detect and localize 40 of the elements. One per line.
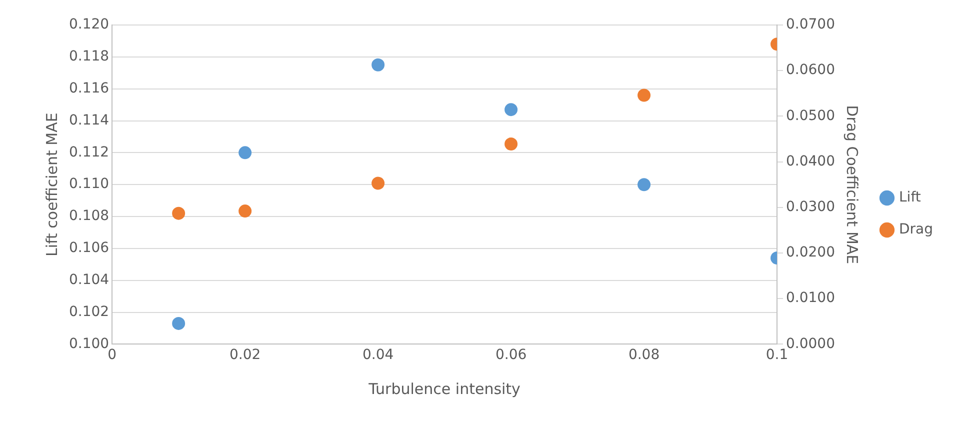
- x-axis-title: Turbulence intensity: [368, 380, 521, 398]
- point: [372, 176, 385, 190]
- x-tick-label: 0.02: [229, 347, 261, 364]
- y-tick-label: 0.104: [68, 272, 110, 288]
- y2-tick-label: 0.0300: [786, 199, 836, 216]
- y-tick-label: 0.112: [68, 144, 110, 160]
- y-tick-label: 0.120: [68, 16, 110, 33]
- x-tick-label: 0.04: [362, 347, 394, 364]
- y-tick-label: 0.102: [68, 304, 110, 320]
- point: [638, 178, 651, 192]
- y-tick-label: 0.108: [68, 208, 110, 224]
- y-tick-label: 0.100: [68, 336, 110, 352]
- y-tick-label: 0.114: [68, 112, 110, 128]
- legend-label: Drag: [899, 222, 934, 238]
- y-axis-title: Lift coefficient MAE: [42, 112, 61, 257]
- point: [372, 58, 385, 72]
- point: [172, 316, 186, 330]
- y2-axis-title: Drag Coefficient MAE: [843, 105, 862, 264]
- y2-tick-label: 0.0400: [786, 153, 836, 170]
- x-tick-label: 0.08: [628, 347, 660, 364]
- y-tick-label: 0.106: [68, 240, 110, 256]
- point: [638, 88, 651, 102]
- y2-tick-label: 0.0700: [786, 16, 836, 33]
- y2-tick-label: 0.0100: [786, 290, 836, 306]
- point: [238, 146, 252, 160]
- y2-tick-label: 0.0000: [786, 336, 836, 352]
- x-tick-label: 0: [108, 347, 117, 364]
- x-tick-label: 0.06: [495, 347, 527, 364]
- y-tick-label: 0.116: [68, 80, 110, 96]
- y-tick-label: 0.110: [68, 176, 110, 192]
- y-tick-label: 0.118: [68, 48, 110, 65]
- y2-tick-label: 0.0500: [786, 108, 836, 124]
- x-tick-label: 0.1: [766, 347, 788, 364]
- point: [504, 103, 518, 116]
- y2-tick-label: 0.0200: [786, 244, 836, 261]
- point: [504, 138, 518, 151]
- point: [172, 206, 186, 220]
- point: [238, 204, 252, 218]
- legend-label: Lift: [899, 190, 922, 206]
- y2-tick-label: 0.0600: [786, 62, 836, 78]
